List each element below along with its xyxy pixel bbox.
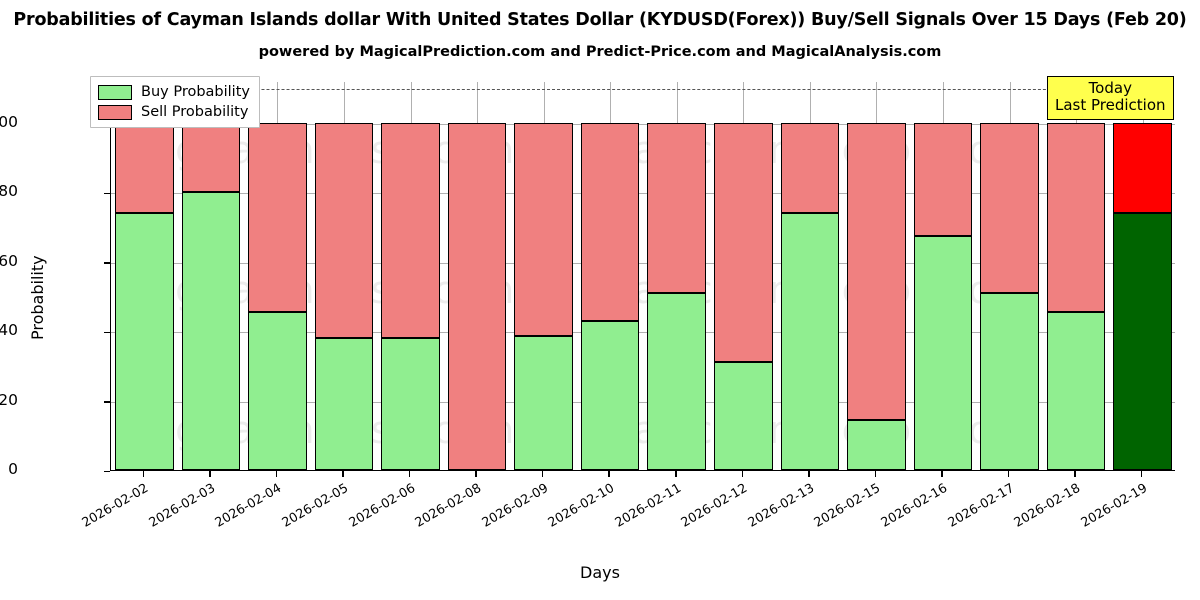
bar[interactable] <box>248 122 307 470</box>
today-annotation: Today Last Prediction <box>1047 76 1174 120</box>
x-tick-mark <box>1140 471 1143 477</box>
bar-segment-buy[interactable] <box>181 192 241 470</box>
gridline-horizontal <box>111 332 1175 334</box>
plot-inner: MagicalAnalysis.comMagicalPrediction.com… <box>111 82 1175 470</box>
chart-title: Probabilities of Cayman Islands dollar W… <box>13 10 1187 30</box>
bar-segment-sell[interactable] <box>114 122 174 213</box>
bar[interactable] <box>114 122 174 470</box>
x-tick-mark <box>209 471 211 477</box>
legend-item-buy: Buy Probability <box>98 82 250 102</box>
legend-label-sell: Sell Probability <box>141 104 249 120</box>
x-tick-mark <box>1074 471 1076 477</box>
bar-segment-buy[interactable] <box>847 419 906 470</box>
bar-segment-buy[interactable] <box>980 292 1039 470</box>
x-tick-mark <box>741 471 744 477</box>
bar-segment-buy[interactable] <box>1113 212 1172 470</box>
bar-segment-buy[interactable] <box>1046 311 1106 470</box>
bar[interactable] <box>913 122 973 470</box>
gridline-horizontal <box>111 123 1175 125</box>
x-tick-mark <box>342 471 344 477</box>
bar[interactable] <box>514 122 573 470</box>
y-tick-mark <box>104 192 110 195</box>
legend-swatch-buy-icon <box>98 84 132 100</box>
today-annotation-line2: Last Prediction <box>1055 96 1166 115</box>
legend-item-sell: Sell Probability <box>98 102 250 122</box>
y-tick-mark <box>104 331 110 334</box>
x-tick-mark <box>608 471 610 477</box>
y-tick-label: 20 <box>0 390 18 409</box>
bar-segment-sell[interactable] <box>381 122 440 339</box>
plot-area: MagicalAnalysis.comMagicalPrediction.com… <box>110 82 1175 471</box>
bar-segment-sell[interactable] <box>780 122 840 213</box>
bar[interactable] <box>714 122 773 470</box>
y-tick-label: 0 <box>8 460 18 478</box>
bar-segment-buy[interactable] <box>647 292 707 470</box>
bar[interactable] <box>580 122 640 470</box>
bar-segment-buy[interactable] <box>248 311 307 470</box>
bar-segment-sell[interactable] <box>847 122 906 420</box>
bar[interactable] <box>1046 122 1106 470</box>
y-tick-label: 80 <box>0 182 18 201</box>
gridline-horizontal <box>111 262 1175 264</box>
reference-line <box>111 88 1091 90</box>
bar-segment-buy[interactable] <box>381 338 440 470</box>
bar-segment-sell[interactable] <box>1113 122 1172 213</box>
bar[interactable] <box>181 122 241 470</box>
bar[interactable] <box>980 122 1039 470</box>
legend-swatch-sell-icon <box>98 104 132 120</box>
x-tick-mark <box>408 471 411 477</box>
bar-segment-sell[interactable] <box>514 122 573 337</box>
gridline-horizontal <box>111 193 1175 195</box>
x-tick-mark <box>541 471 544 477</box>
bar[interactable] <box>381 122 440 470</box>
x-tick-mark <box>874 471 877 477</box>
x-tick-mark <box>1007 471 1010 477</box>
bar[interactable] <box>647 122 707 470</box>
bar-segment-buy[interactable] <box>580 320 640 470</box>
y-tick-mark <box>104 262 110 264</box>
bar-segment-buy[interactable] <box>314 338 374 470</box>
bar-segment-buy[interactable] <box>913 235 973 470</box>
bar-segment-sell[interactable] <box>580 122 640 321</box>
x-tick-mark <box>808 471 810 477</box>
bar[interactable] <box>447 122 507 470</box>
bar-segment-buy[interactable] <box>780 212 840 470</box>
bar-segment-buy[interactable] <box>714 362 773 470</box>
bar-today[interactable] <box>1113 122 1172 470</box>
bar-segment-sell[interactable] <box>248 122 307 312</box>
x-axis-label: Days <box>580 563 620 582</box>
gridline-horizontal <box>111 401 1175 403</box>
y-tick-mark <box>104 470 110 472</box>
y-tick-mark <box>104 401 110 403</box>
bar[interactable] <box>847 122 906 470</box>
chart-legend: Buy Probability Sell Probability <box>90 76 260 128</box>
y-tick-label: 60 <box>0 251 18 270</box>
bar[interactable] <box>780 122 840 470</box>
bar-segment-sell[interactable] <box>714 122 773 363</box>
bar-segment-sell[interactable] <box>980 122 1039 293</box>
x-tick-mark <box>475 471 477 477</box>
y-axis-label: Probability <box>28 255 47 340</box>
x-tick-mark <box>275 471 278 477</box>
legend-label-buy: Buy Probability <box>141 84 250 100</box>
y-tick-label: 40 <box>0 321 18 340</box>
bar[interactable] <box>314 122 374 470</box>
bar-segment-sell[interactable] <box>314 122 374 339</box>
x-tick-mark <box>142 471 145 477</box>
bar-segment-sell[interactable] <box>647 122 707 293</box>
bar-segment-buy[interactable] <box>114 212 174 470</box>
bar-segment-sell[interactable] <box>1046 122 1106 312</box>
bar-segment-buy[interactable] <box>514 336 573 470</box>
x-tick-mark <box>941 471 943 477</box>
y-tick-label: 100 <box>0 112 18 131</box>
x-tick-mark <box>675 471 677 477</box>
bar-segment-sell[interactable] <box>181 122 241 193</box>
bar-segment-sell[interactable] <box>913 122 973 236</box>
chart-subtitle: powered by MagicalPrediction.com and Pre… <box>258 44 942 60</box>
bar-segment-sell[interactable] <box>447 122 507 470</box>
today-annotation-line1: Today <box>1088 79 1132 97</box>
